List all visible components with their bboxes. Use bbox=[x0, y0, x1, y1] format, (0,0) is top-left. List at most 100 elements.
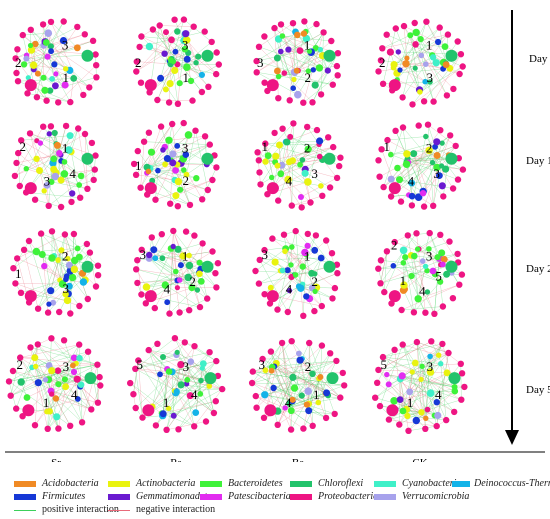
network-node bbox=[213, 70, 220, 78]
network-node bbox=[189, 97, 196, 104]
network-node bbox=[33, 155, 40, 162]
network-node bbox=[151, 304, 158, 312]
hub-node bbox=[323, 260, 336, 273]
network-node bbox=[156, 22, 163, 29]
negative-edge bbox=[402, 343, 443, 377]
network-node bbox=[55, 381, 62, 388]
network-node bbox=[414, 246, 421, 252]
network-node bbox=[317, 91, 325, 98]
positive-edge bbox=[80, 386, 92, 410]
network-node bbox=[32, 40, 39, 48]
network-node bbox=[138, 291, 145, 298]
network-node bbox=[47, 43, 55, 50]
network-node bbox=[279, 125, 286, 132]
network-node bbox=[142, 300, 149, 307]
module-label: 1 bbox=[43, 395, 50, 410]
network-node bbox=[289, 373, 297, 381]
network-node bbox=[404, 55, 410, 61]
network-node bbox=[145, 42, 154, 51]
negative-edge bbox=[416, 342, 422, 413]
network-node bbox=[134, 147, 141, 155]
network-node bbox=[5, 378, 13, 385]
negative-edge bbox=[146, 126, 162, 168]
network-node bbox=[196, 259, 203, 266]
network-node bbox=[45, 202, 52, 209]
positive-edge bbox=[382, 343, 443, 358]
network-node bbox=[65, 146, 73, 154]
positive-edge bbox=[377, 349, 395, 383]
network-node bbox=[261, 291, 268, 298]
positive-edge bbox=[327, 395, 335, 414]
network-node bbox=[375, 157, 382, 164]
positive-edge bbox=[50, 21, 78, 48]
negative-edge bbox=[37, 344, 99, 403]
network-node bbox=[48, 228, 56, 235]
network-node bbox=[70, 75, 78, 82]
negative-edge bbox=[305, 169, 338, 179]
network-node bbox=[173, 268, 179, 275]
positive-edge bbox=[393, 265, 441, 282]
network-node bbox=[145, 129, 153, 136]
module-label: 3 bbox=[44, 174, 51, 189]
network-node bbox=[277, 21, 285, 28]
network-node bbox=[403, 150, 411, 158]
network-node bbox=[324, 67, 331, 74]
network-node bbox=[183, 55, 191, 63]
positive-edge bbox=[40, 233, 51, 291]
network-node bbox=[436, 352, 442, 358]
network-node bbox=[252, 267, 259, 275]
network-node bbox=[43, 182, 51, 189]
network-node bbox=[88, 139, 96, 147]
network-node bbox=[47, 123, 55, 130]
network-node bbox=[17, 354, 24, 361]
network-node bbox=[254, 149, 261, 156]
legend-label: positive interaction bbox=[42, 504, 119, 515]
positive-edge bbox=[285, 392, 327, 409]
hub-node bbox=[323, 49, 336, 62]
positive-edge bbox=[256, 47, 316, 62]
network-node bbox=[34, 341, 41, 348]
network-node bbox=[412, 28, 420, 37]
network-node bbox=[12, 55, 19, 62]
module-label: 3 bbox=[427, 359, 434, 374]
network-node bbox=[429, 159, 436, 166]
network-node bbox=[34, 379, 42, 387]
positive-edge bbox=[291, 341, 341, 398]
network-node bbox=[438, 249, 446, 257]
positive-edge bbox=[258, 46, 320, 69]
positive-edge bbox=[409, 391, 435, 416]
network-node bbox=[46, 131, 52, 137]
network-node bbox=[208, 38, 215, 46]
network-node bbox=[457, 360, 464, 367]
network-node bbox=[399, 407, 407, 415]
network-node bbox=[69, 190, 76, 197]
legend-swatch bbox=[108, 493, 130, 500]
network-node bbox=[287, 426, 295, 433]
network-node bbox=[163, 426, 170, 433]
network-node bbox=[93, 61, 100, 69]
network-node bbox=[18, 137, 25, 144]
network-node bbox=[157, 74, 165, 82]
day-label-17: Day 17 bbox=[526, 155, 550, 167]
module-label: 3 bbox=[63, 281, 70, 296]
negative-edge bbox=[281, 342, 292, 430]
positive-edge bbox=[24, 249, 70, 266]
network-node bbox=[276, 141, 283, 149]
negative-edge bbox=[401, 284, 460, 311]
network-node bbox=[298, 392, 305, 399]
network-node bbox=[63, 276, 69, 283]
network-node bbox=[51, 61, 58, 68]
network-node bbox=[292, 227, 299, 235]
network-node bbox=[31, 196, 39, 203]
network-node bbox=[44, 53, 51, 60]
negative-edge bbox=[148, 349, 176, 393]
network-node bbox=[191, 423, 198, 430]
negative-edge bbox=[28, 240, 61, 281]
network-node bbox=[422, 78, 429, 85]
positive-edge bbox=[135, 352, 210, 369]
network-node bbox=[174, 177, 183, 186]
positive-edge bbox=[256, 60, 295, 73]
negative-edge bbox=[91, 385, 101, 410]
network-node bbox=[206, 141, 213, 148]
network-node bbox=[270, 384, 277, 392]
